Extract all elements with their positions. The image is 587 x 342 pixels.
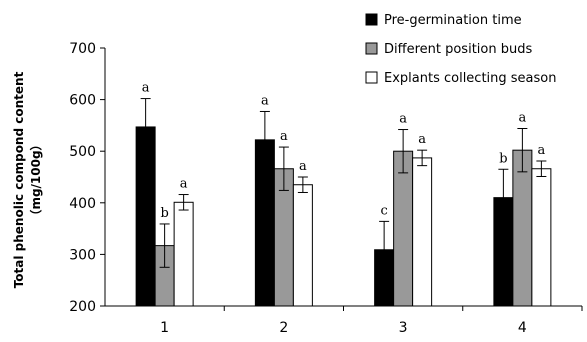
y-tick-label: 500	[69, 144, 96, 160]
legend-swatch	[365, 42, 378, 55]
significance-label: a	[261, 93, 269, 108]
x-tick-label: 2	[279, 320, 288, 336]
bar	[393, 150, 414, 307]
significance-label: a	[518, 110, 526, 125]
x-tick-label: 3	[399, 320, 408, 336]
y-tick-label: 600	[69, 93, 96, 109]
x-tick-label: 4	[518, 320, 527, 336]
significance-label: a	[399, 112, 407, 127]
x-tick-label: 1	[160, 320, 169, 336]
significance-label: a	[180, 177, 188, 192]
legend-label: Pre-germination time	[384, 13, 522, 28]
significance-label: a	[418, 132, 426, 147]
bar	[412, 157, 433, 307]
significance-label: a	[299, 159, 307, 174]
significance-label: a	[537, 143, 545, 158]
legend-swatch	[365, 71, 378, 84]
bar	[512, 149, 533, 307]
y-axis-label: Total phenolic compond content	[12, 71, 26, 288]
y-tick-label: 400	[69, 196, 96, 212]
y-tick-label: 200	[69, 299, 96, 315]
bar	[292, 184, 313, 307]
bar	[173, 201, 194, 307]
significance-label: c	[380, 203, 387, 218]
significance-label: b	[160, 206, 168, 221]
significance-label: a	[142, 81, 150, 96]
legend-label: Explants collecting season	[384, 71, 557, 86]
significance-label: a	[280, 129, 288, 144]
bar	[531, 168, 552, 307]
significance-label: b	[499, 151, 507, 166]
y-tick-label: 700	[69, 41, 96, 57]
legend-swatch	[365, 13, 378, 26]
legend-label: Different position buds	[384, 42, 532, 57]
y-tick-label: 300	[69, 247, 96, 263]
legend: Pre-germination time Different position b…	[365, 13, 557, 86]
y-axis-unit-label: （mg/100g）	[28, 138, 43, 221]
